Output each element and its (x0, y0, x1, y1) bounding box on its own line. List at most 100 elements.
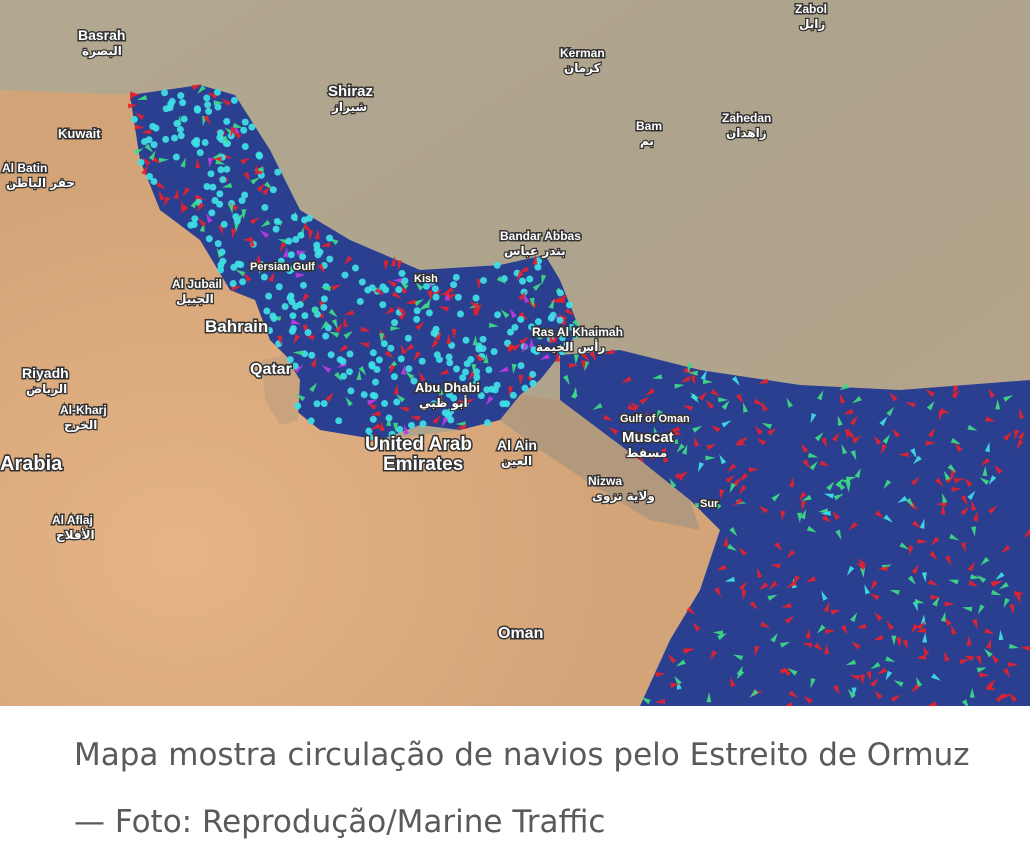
ship-marker[interactable] (443, 286, 454, 296)
ship-marker[interactable] (564, 307, 576, 318)
ship-marker[interactable] (534, 263, 542, 271)
ship-marker[interactable] (727, 543, 738, 553)
ship-marker[interactable] (241, 191, 249, 199)
ship-marker[interactable] (477, 392, 485, 400)
ship-marker[interactable] (972, 511, 980, 522)
ship-marker[interactable] (792, 575, 800, 586)
ship-marker[interactable] (725, 473, 737, 484)
ship-marker[interactable] (856, 623, 867, 631)
ship-marker[interactable] (395, 286, 403, 294)
ship-marker[interactable] (899, 542, 910, 552)
ship-marker[interactable] (277, 257, 285, 265)
ship-marker[interactable] (398, 279, 409, 290)
ship-marker[interactable] (651, 426, 659, 437)
ship-marker[interactable] (285, 237, 293, 245)
ship-marker[interactable] (319, 320, 330, 332)
ship-marker[interactable] (208, 209, 216, 217)
ship-marker[interactable] (398, 309, 408, 321)
ship-marker[interactable] (990, 579, 1002, 587)
ship-marker[interactable] (149, 122, 157, 130)
ship-marker[interactable] (979, 556, 990, 568)
ship-marker[interactable] (667, 439, 679, 445)
ship-marker[interactable] (490, 348, 498, 356)
ship-marker[interactable] (710, 388, 721, 399)
ship-marker[interactable] (470, 305, 479, 317)
ship-marker[interactable] (417, 370, 426, 382)
ship-marker[interactable] (886, 405, 896, 417)
ship-marker[interactable] (410, 377, 418, 385)
ship-marker[interactable] (450, 281, 458, 289)
ship-marker[interactable] (241, 143, 249, 151)
ship-marker[interactable] (823, 601, 832, 613)
ship-marker[interactable] (661, 448, 669, 459)
ship-marker[interactable] (427, 290, 434, 301)
ship-marker[interactable] (953, 476, 965, 484)
ship-marker[interactable] (914, 598, 925, 606)
ship-marker[interactable] (366, 433, 374, 441)
ship-marker[interactable] (388, 430, 396, 438)
ship-marker[interactable] (948, 577, 959, 585)
ship-marker[interactable] (229, 228, 237, 239)
ship-marker[interactable] (195, 158, 201, 169)
ship-marker[interactable] (292, 350, 303, 356)
ship-marker[interactable] (250, 175, 261, 185)
ship-marker[interactable] (405, 299, 416, 305)
ship-marker[interactable] (976, 665, 988, 673)
ship-marker[interactable] (394, 304, 406, 315)
ship-marker[interactable] (204, 212, 213, 223)
ship-marker[interactable] (889, 588, 900, 595)
ship-marker[interactable] (572, 319, 582, 330)
ship-marker[interactable] (320, 295, 328, 303)
ship-marker[interactable] (456, 310, 464, 318)
ship-marker[interactable] (196, 149, 204, 157)
ship-marker[interactable] (556, 311, 567, 322)
ship-marker[interactable] (384, 350, 396, 360)
ship-marker[interactable] (907, 575, 918, 587)
ship-marker[interactable] (927, 426, 937, 438)
ship-marker[interactable] (413, 280, 424, 291)
ship-marker[interactable] (289, 312, 297, 320)
ship-marker[interactable] (820, 510, 831, 517)
ship-marker[interactable] (797, 512, 803, 523)
ship-marker[interactable] (963, 653, 975, 662)
ship-marker[interactable] (805, 628, 812, 639)
ship-marker[interactable] (300, 293, 310, 304)
ship-marker[interactable] (692, 436, 700, 447)
ship-marker[interactable] (517, 362, 525, 370)
ship-marker[interactable] (740, 589, 747, 601)
ship-marker[interactable] (890, 427, 901, 438)
ship-marker[interactable] (1003, 430, 1013, 442)
ship-marker[interactable] (341, 271, 349, 279)
ship-marker[interactable] (390, 373, 398, 381)
ship-marker[interactable] (926, 701, 937, 706)
ship-marker[interactable] (422, 282, 430, 290)
ship-marker[interactable] (133, 146, 145, 156)
ship-marker[interactable] (192, 140, 200, 148)
ship-marker[interactable] (371, 392, 379, 400)
ship-marker[interactable] (785, 549, 796, 561)
ship-marker[interactable] (921, 645, 930, 656)
ship-marker[interactable] (570, 388, 579, 399)
ship-marker[interactable] (518, 374, 524, 386)
ship-marker[interactable] (672, 674, 682, 686)
ship-marker[interactable] (854, 467, 863, 479)
ship-marker[interactable] (912, 601, 921, 612)
ship-marker[interactable] (258, 228, 270, 239)
ship-marker[interactable] (379, 283, 387, 291)
ship-marker[interactable] (843, 408, 854, 417)
ship-marker[interactable] (855, 561, 866, 570)
ship-marker[interactable] (394, 392, 406, 403)
ship-marker[interactable] (508, 307, 517, 319)
ship-marker[interactable] (451, 328, 457, 339)
ship-marker[interactable] (816, 389, 826, 401)
ship-marker[interactable] (504, 339, 512, 347)
ship-marker[interactable] (263, 307, 271, 315)
ship-marker[interactable] (459, 374, 467, 382)
ship-marker[interactable] (437, 385, 444, 396)
ship-marker[interactable] (162, 105, 170, 113)
ship-marker[interactable] (559, 293, 567, 304)
ship-marker[interactable] (259, 219, 271, 230)
ship-marker[interactable] (591, 402, 603, 412)
ship-marker[interactable] (806, 525, 818, 535)
ship-marker[interactable] (177, 92, 185, 100)
